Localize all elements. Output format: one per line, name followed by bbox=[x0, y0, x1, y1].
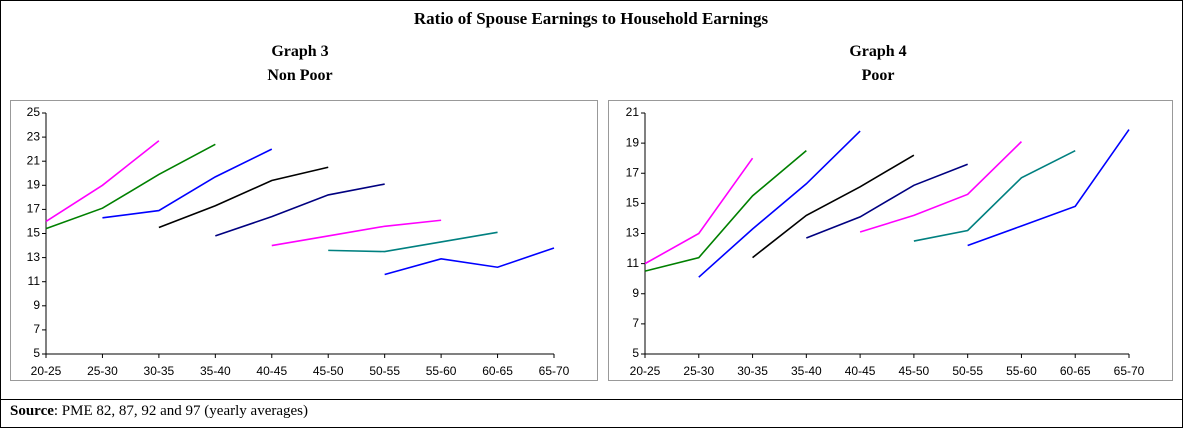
y-tick-label: 7 bbox=[33, 322, 40, 336]
y-tick-label: 13 bbox=[27, 250, 41, 264]
series-line bbox=[45, 140, 160, 223]
y-tick-label: 25 bbox=[27, 105, 41, 119]
y-tick-label: 7 bbox=[632, 316, 639, 330]
x-tick-label: 60-65 bbox=[1060, 364, 1091, 378]
x-tick-label: 35-40 bbox=[200, 364, 231, 378]
x-tick-label: 35-40 bbox=[791, 364, 822, 378]
x-tick-label: 25-30 bbox=[683, 364, 714, 378]
series-line bbox=[698, 130, 861, 278]
x-tick-label: 25-30 bbox=[87, 364, 118, 378]
plot-frame bbox=[10, 100, 598, 381]
x-tick-label: 45-50 bbox=[313, 364, 344, 378]
series-line bbox=[328, 231, 498, 253]
series-line bbox=[644, 150, 807, 272]
x-tick-label: 20-25 bbox=[31, 364, 62, 378]
y-tick-label: 5 bbox=[33, 346, 40, 360]
chart-subtitle: Non Poor bbox=[267, 67, 332, 84]
source: Source: PME 82, 87, 92 and 97 (yearly av… bbox=[10, 403, 308, 420]
x-tick-label: 55-60 bbox=[426, 364, 457, 378]
x-tick-label: 60-65 bbox=[482, 364, 513, 378]
y-tick-label: 9 bbox=[33, 298, 40, 312]
series-line bbox=[752, 154, 915, 259]
series-line bbox=[384, 247, 555, 276]
series-line bbox=[102, 148, 273, 219]
y-tick-label: 11 bbox=[627, 256, 640, 270]
y-tick-label: 19 bbox=[27, 177, 41, 191]
y-tick-label: 23 bbox=[27, 129, 41, 143]
x-tick-label: 30-35 bbox=[737, 364, 768, 378]
series-line bbox=[859, 141, 1023, 233]
y-tick-label: 19 bbox=[626, 135, 640, 149]
source-label: Source bbox=[10, 403, 54, 419]
series-line bbox=[913, 149, 1076, 242]
y-tick-label: 5 bbox=[632, 346, 639, 360]
chart-title: Graph 3 bbox=[271, 43, 328, 60]
y-tick-label: 17 bbox=[626, 165, 640, 179]
x-tick-label: 20-25 bbox=[630, 364, 661, 378]
series-line bbox=[644, 157, 754, 265]
y-tick-label: 13 bbox=[626, 226, 640, 240]
x-tick-label: 50-55 bbox=[369, 364, 400, 378]
series-line bbox=[271, 219, 442, 247]
series-line bbox=[158, 166, 329, 229]
x-tick-label: 45-50 bbox=[899, 364, 930, 378]
chart-subtitle: Poor bbox=[862, 67, 895, 84]
source-text: : PME 82, 87, 92 and 97 (yearly averages… bbox=[53, 403, 308, 419]
series-line bbox=[967, 129, 1130, 247]
main-title: Ratio of Spouse Earnings to Household Ea… bbox=[414, 9, 769, 28]
y-tick-label: 21 bbox=[27, 153, 41, 167]
series-line bbox=[215, 183, 385, 237]
series-line bbox=[45, 143, 216, 230]
x-tick-label: 65-70 bbox=[1114, 364, 1145, 378]
y-tick-label: 17 bbox=[27, 202, 41, 216]
chart-title: Graph 4 bbox=[849, 43, 906, 60]
y-tick-label: 21 bbox=[626, 105, 640, 119]
y-tick-label: 11 bbox=[28, 274, 41, 288]
x-tick-label: 55-60 bbox=[1006, 364, 1037, 378]
x-tick-label: 40-45 bbox=[256, 364, 287, 378]
x-tick-label: 40-45 bbox=[845, 364, 876, 378]
y-tick-label: 15 bbox=[626, 196, 640, 210]
y-tick-label: 15 bbox=[27, 226, 41, 240]
y-tick-label: 9 bbox=[632, 286, 639, 300]
x-tick-label: 30-35 bbox=[144, 364, 175, 378]
x-tick-label: 50-55 bbox=[952, 364, 983, 378]
plot-frame bbox=[608, 100, 1173, 381]
series-line bbox=[806, 163, 968, 239]
x-tick-label: 65-70 bbox=[539, 364, 570, 378]
